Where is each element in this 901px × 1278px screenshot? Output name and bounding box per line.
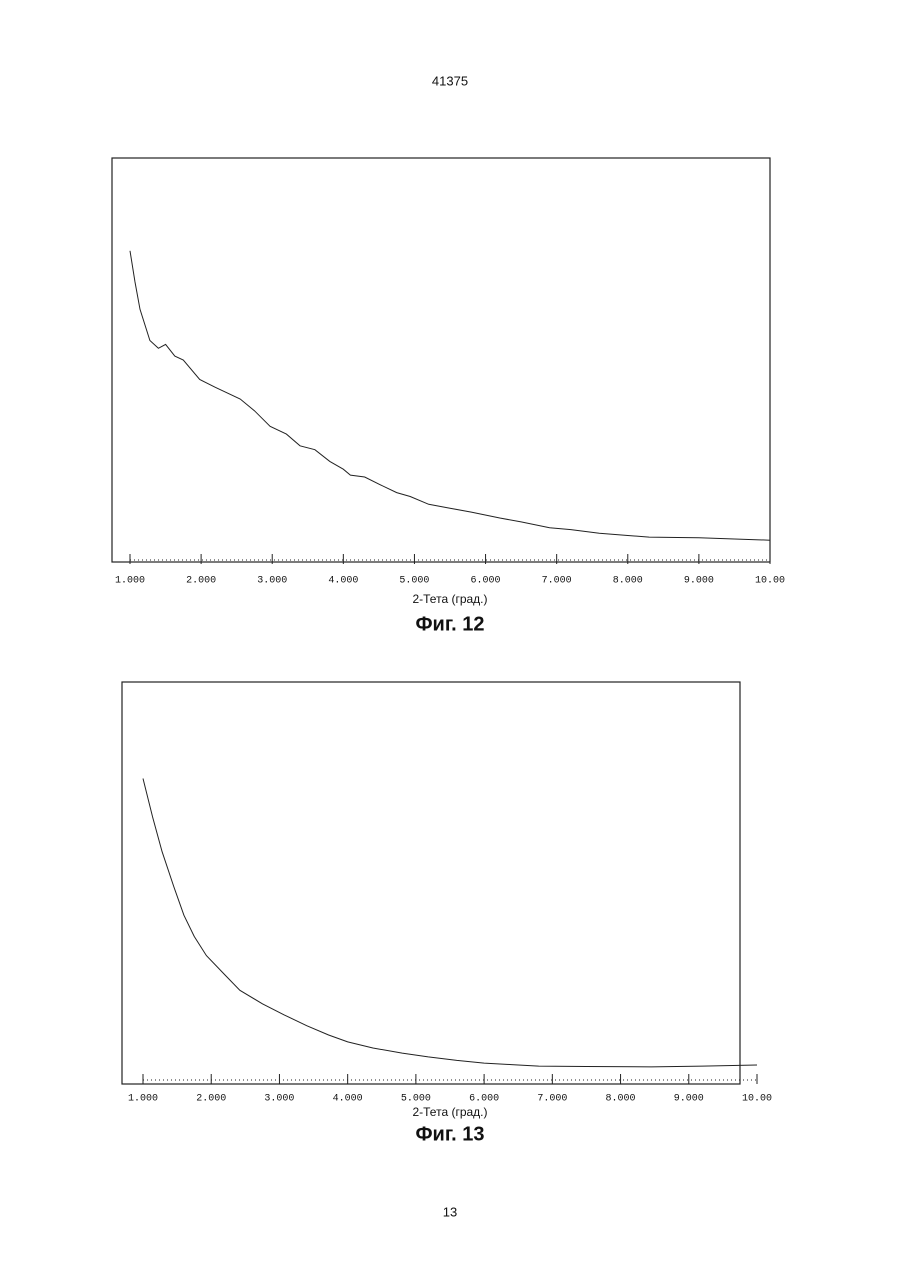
x-tick-label: 3.000 xyxy=(257,576,287,587)
data-line xyxy=(130,251,770,540)
x-tick-label: 1.000 xyxy=(115,576,145,587)
page-header: 41375 xyxy=(432,73,468,88)
plot-frame xyxy=(122,682,740,1084)
x-tick-label: 2.000 xyxy=(186,576,216,587)
x-axis-label: 2-Тета (град.) xyxy=(412,592,487,606)
x-tick-label: 7.000 xyxy=(542,576,572,587)
x-tick-label: 7.000 xyxy=(537,1094,567,1105)
page-number: 13 xyxy=(443,1204,457,1219)
x-tick-label: 5.000 xyxy=(399,576,429,587)
x-axis-label: 2-Тета (град.) xyxy=(412,1105,487,1119)
x-tick-label: 2.000 xyxy=(196,1094,226,1105)
x-tick-label: 10.00 xyxy=(742,1094,772,1105)
x-tick-label: 3.000 xyxy=(264,1094,294,1105)
x-tick-label: 8.000 xyxy=(606,1094,636,1105)
data-line xyxy=(143,779,757,1067)
page: 41375 13 1.000 2.000 3.000 4.000 5.000 6.000 7… xyxy=(0,0,901,1273)
x-tick-label: 6.000 xyxy=(471,576,501,587)
figure-caption: Фиг. 13 xyxy=(415,1123,484,1145)
x-tick-label: 9.000 xyxy=(674,1094,704,1105)
x-tick-label: 4.000 xyxy=(333,1094,363,1105)
plot-frame xyxy=(112,158,770,562)
figure-caption: Фиг. 12 xyxy=(415,613,484,635)
x-tick-label: 5.000 xyxy=(401,1094,431,1105)
x-tick-label: 10.00 xyxy=(755,576,785,587)
x-tick-label: 8.000 xyxy=(613,576,643,587)
x-tick-label: 6.000 xyxy=(469,1094,499,1105)
x-tick-label: 4.000 xyxy=(328,576,358,587)
x-tick-label: 9.000 xyxy=(684,576,714,587)
x-tick-label: 1.000 xyxy=(128,1094,158,1105)
